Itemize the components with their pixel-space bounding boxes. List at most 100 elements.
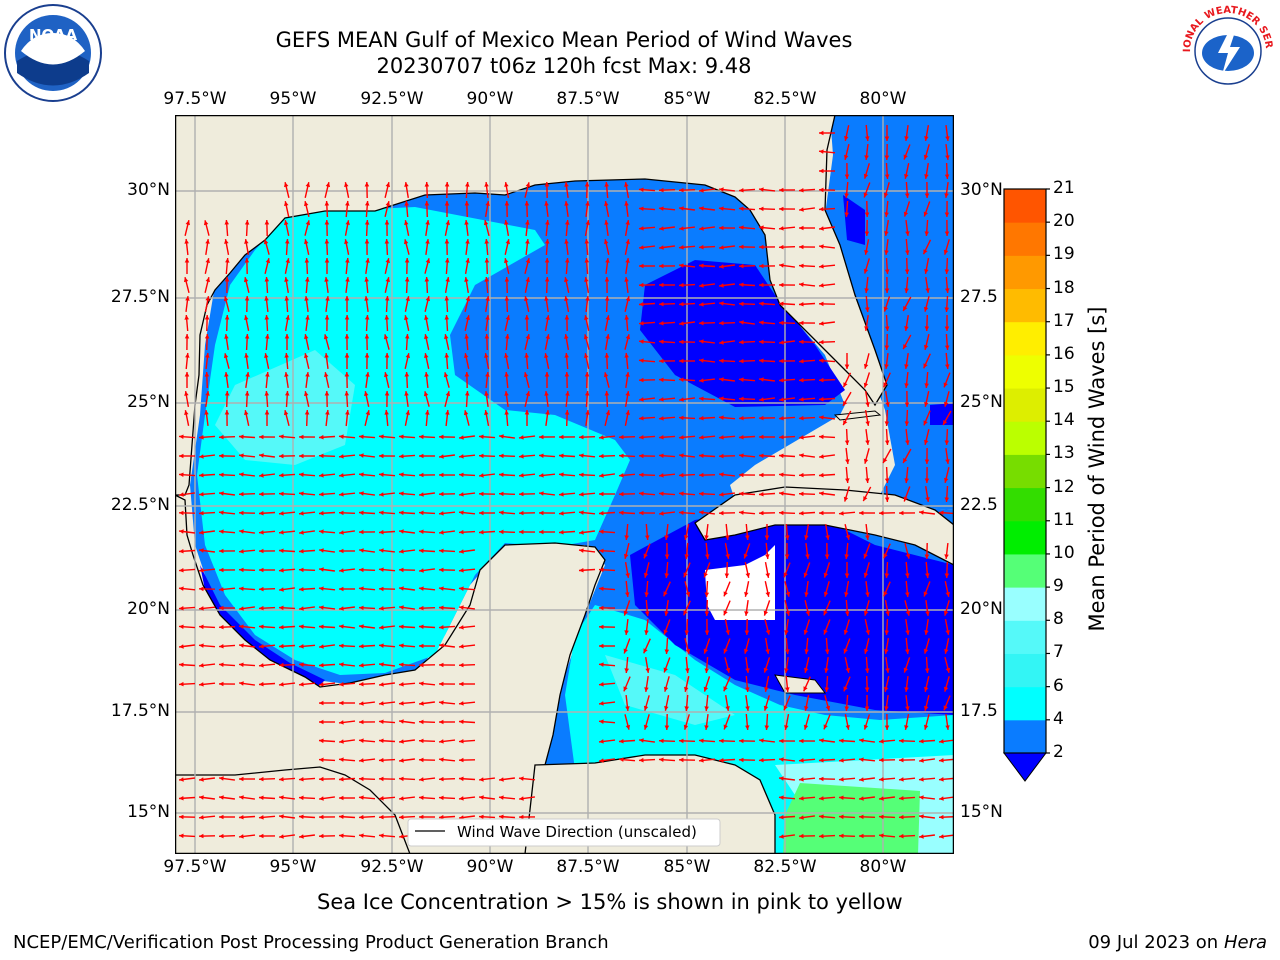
colorbar-block: [1004, 653, 1046, 688]
wind-wave-arrowhead: [903, 306, 908, 311]
wind-wave-arrowhead: [843, 420, 848, 426]
wind-wave-arrowhead: [679, 491, 684, 496]
wind-wave-arrowhead: [459, 644, 464, 649]
wind-wave-arrowhead: [739, 301, 744, 307]
wind-wave-arrowhead: [219, 472, 224, 478]
darkblue-yucatan-basin: [630, 510, 954, 715]
wind-wave-arrowhead: [919, 739, 924, 744]
wind-wave-arrowhead: [719, 758, 724, 763]
wind-wave-arrowhead: [399, 586, 404, 591]
wind-wave-arrowhead: [545, 239, 550, 244]
wind-wave-arrowhead: [539, 529, 544, 535]
lon-label-bottom: 92.5°W: [360, 857, 424, 877]
wind-wave-arrowhead: [479, 491, 484, 497]
wind-wave-arrowhead: [819, 358, 824, 363]
wind-wave-arrowhead: [799, 511, 804, 516]
wind-wave-arrowhead: [924, 326, 930, 331]
wind-wave-arrowhead: [924, 193, 930, 198]
wind-wave-arrowhead: [859, 833, 864, 839]
wind-wave-arrowhead: [719, 358, 724, 364]
wind-wave-arrowhead: [244, 410, 249, 415]
wind-wave-arrowhead: [205, 239, 210, 244]
wind-wave-arrowhead: [719, 415, 724, 420]
lat-label-right: 20°N: [960, 599, 1003, 619]
wind-wave-arrowhead: [704, 630, 710, 635]
wind-wave-arrowhead: [925, 497, 930, 502]
wind-wave-arrowhead: [799, 453, 804, 458]
wind-wave-arrowhead: [725, 706, 730, 711]
wind-wave-arrowhead: [819, 130, 824, 136]
wind-wave-arrowhead: [219, 833, 224, 839]
wind-wave-arrowhead: [484, 277, 489, 282]
noaa-logo-text: NOAA: [29, 26, 78, 44]
wind-wave-arrowhead: [639, 302, 644, 307]
wind-wave-arrowhead: [279, 662, 284, 668]
wind-wave-arrowhead: [863, 572, 869, 578]
lon-label-bottom: 82.5°W: [753, 857, 817, 877]
wind-wave-arrowhead: [424, 334, 429, 339]
wind-wave-arrowhead: [679, 377, 684, 382]
wind-wave-arrowhead: [884, 269, 890, 274]
wind-wave-arrowhead: [585, 296, 590, 301]
wind-wave-arrowhead: [625, 724, 631, 730]
wind-wave-arrowhead: [639, 435, 644, 440]
wind-wave-arrowhead: [399, 834, 404, 839]
wind-wave-arrowhead: [359, 529, 364, 535]
wind-wave-arrowhead: [219, 795, 224, 800]
wind-wave-arrowhead: [664, 535, 669, 540]
wind-wave-arrowhead: [403, 239, 409, 245]
colorbar-block: [1004, 553, 1046, 588]
wind-wave-arrowhead: [903, 154, 908, 160]
wind-wave-arrowhead: [824, 687, 829, 692]
wind-wave-arrowhead: [719, 377, 724, 382]
colorbar-block: [1004, 520, 1046, 555]
wind-wave-arrowhead: [383, 334, 389, 340]
wind-wave-arrowhead: [219, 548, 224, 554]
wind-wave-arrowhead: [325, 296, 330, 301]
wind-wave-arrowhead: [339, 624, 344, 629]
wind-wave-arrowhead: [359, 758, 364, 763]
wind-wave-arrowhead: [579, 472, 584, 478]
wind-wave-arrowhead: [404, 277, 410, 282]
wind-wave-arrowhead: [763, 610, 768, 616]
wind-wave-arrowhead: [499, 510, 504, 515]
wind-wave-arrowhead: [719, 301, 724, 306]
wind-wave-arrowhead: [439, 605, 444, 610]
wind-wave-arrowhead: [205, 353, 210, 358]
wind-wave-arrowhead: [585, 220, 590, 225]
wind-wave-arrowhead: [604, 277, 610, 282]
wind-wave-arrowhead: [319, 529, 324, 534]
wind-wave-arrowhead: [719, 738, 724, 744]
wind-wave-arrowhead: [839, 738, 844, 743]
wind-wave-arrowhead: [699, 188, 704, 193]
colorbar-block: [1004, 487, 1046, 522]
wind-wave-arrowhead: [385, 201, 390, 207]
wind-wave-arrowhead: [863, 724, 869, 730]
wind-wave-arrowhead: [179, 529, 184, 534]
wind-wave-arrowhead: [544, 201, 549, 206]
wind-wave-arrowhead: [904, 421, 910, 426]
wind-wave-arrowhead: [779, 472, 784, 477]
wind-wave-arrowhead: [599, 491, 604, 497]
wind-wave-arrowhead: [804, 592, 809, 597]
wind-wave-arrowhead: [339, 757, 344, 762]
wind-wave-arrowhead: [299, 682, 304, 687]
wind-wave-arrowhead: [279, 511, 284, 516]
wind-wave-arrowhead: [464, 277, 469, 282]
wind-wave-arrowhead: [844, 174, 850, 179]
wind-wave-arrowhead: [439, 434, 444, 440]
wind-wave-arrowhead: [184, 315, 189, 320]
wind-wave-arrowhead: [279, 453, 284, 459]
wind-wave-arrowhead: [699, 510, 704, 515]
wind-wave-arrowhead: [484, 391, 489, 396]
land-mexico: [175, 494, 606, 854]
wind-wave-arrowhead: [883, 458, 888, 463]
wind-wave-arrowhead: [419, 510, 424, 516]
wind-wave-arrowhead: [319, 776, 324, 782]
wind-wave-arrowhead: [765, 629, 771, 635]
wind-wave-arrowhead: [339, 568, 344, 573]
wind-wave-arrowhead: [304, 201, 309, 207]
wind-wave-arrowhead: [599, 719, 604, 724]
wind-wave-arrowhead: [679, 187, 684, 193]
wind-wave-arrowhead: [584, 239, 589, 244]
